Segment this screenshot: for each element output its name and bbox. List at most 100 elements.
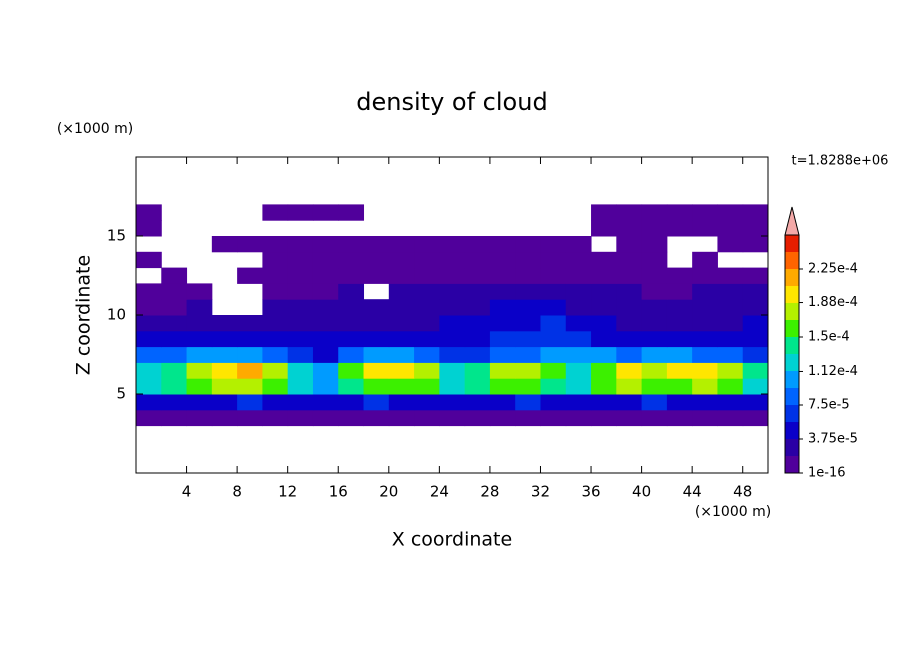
- colorbar-tick-label: 3.75e-5: [808, 432, 858, 447]
- colorbar-band: [785, 303, 799, 320]
- contour-cell: [186, 346, 213, 363]
- contour-cell: [363, 330, 390, 348]
- contour-cell: [388, 409, 415, 427]
- contour-cell: [414, 362, 440, 379]
- contour-cell: [464, 283, 491, 300]
- contour-cell: [338, 346, 365, 363]
- contour-cell: [717, 220, 744, 237]
- contour-cell: [666, 204, 693, 221]
- contour-cell: [186, 378, 213, 395]
- contour-cell: [641, 236, 668, 253]
- contour-cell: [237, 362, 263, 379]
- contour-cell: [287, 251, 314, 269]
- contour-cell: [211, 362, 238, 379]
- contour-cell: [161, 346, 188, 363]
- contour-cell: [136, 299, 162, 316]
- contour-cell: [287, 267, 314, 284]
- contour-cell: [616, 236, 643, 253]
- contour-cell: [414, 283, 440, 300]
- contour-cell: [666, 283, 693, 300]
- x-tick-label: 20: [379, 483, 398, 501]
- contour-cell: [338, 204, 365, 221]
- colorbar-band: [785, 337, 799, 354]
- contour-cell: [591, 346, 617, 363]
- contour-cell: [565, 236, 592, 253]
- contour-cell: [439, 362, 466, 379]
- contour-cell: [540, 330, 567, 348]
- colorbar-tick-label: 1.12e-4: [808, 364, 858, 379]
- contour-cell: [540, 315, 567, 332]
- contour-cell: [692, 362, 718, 379]
- contour-cell: [515, 299, 541, 316]
- contour-cell: [591, 299, 617, 316]
- contour-cell: [464, 362, 491, 379]
- contour-cell: [692, 330, 718, 348]
- contour-cell: [287, 236, 314, 253]
- contour-cell: [136, 330, 162, 348]
- contour-cell: [363, 346, 390, 363]
- contour-cell: [237, 267, 263, 284]
- contour-cell: [666, 346, 693, 363]
- colorbar-extend: [784, 206, 800, 236]
- contour-cell: [338, 409, 365, 427]
- x-axis-label: X coordinate: [392, 529, 512, 551]
- contour-cell: [262, 267, 289, 284]
- contour-cell: [211, 236, 238, 253]
- contour-cell: [666, 315, 693, 332]
- contour-cell: [211, 315, 238, 332]
- contour-cell: [186, 299, 213, 316]
- contour-cell: [616, 362, 643, 379]
- contour-cell: [717, 236, 744, 253]
- contour-cell: [363, 315, 390, 332]
- x-tick-label: 40: [632, 483, 651, 501]
- contour-cell: [312, 315, 339, 332]
- contour-cell: [262, 283, 289, 300]
- contour-cell: [287, 299, 314, 316]
- contour-cell: [742, 362, 769, 379]
- y-unit-label: (×1000 m): [57, 121, 133, 137]
- contour-cell: [742, 409, 769, 427]
- x-tick-label: 24: [430, 483, 449, 501]
- contour-cell: [565, 362, 592, 379]
- colorbar-tick-label: 7.5e-5: [808, 398, 850, 413]
- contour-cell: [666, 330, 693, 348]
- contour-cell: [616, 204, 643, 221]
- contour-cell: [439, 299, 466, 316]
- contour-cell: [641, 251, 668, 269]
- contour-cell: [540, 267, 567, 284]
- contour-cell: [515, 283, 541, 300]
- contour-cell: [161, 330, 188, 348]
- contour-cell: [641, 283, 668, 300]
- contour-cell: [439, 378, 466, 395]
- contour-cell: [641, 267, 668, 284]
- contour-cell: [591, 409, 617, 427]
- contour-cell: [464, 251, 491, 269]
- contour-cell: [439, 236, 466, 253]
- time-label: t=1.8288e+06: [792, 154, 889, 169]
- contour-cell: [565, 299, 592, 316]
- contour-cell: [312, 330, 339, 348]
- colorbar-band: [785, 388, 799, 405]
- contour-cell: [464, 394, 491, 411]
- contour-cell: [237, 409, 263, 427]
- contour-cell: [540, 251, 567, 269]
- contour-cell: [717, 378, 744, 395]
- contour-cell: [439, 315, 466, 332]
- colorbar-band: [785, 286, 799, 303]
- contour-cell: [136, 251, 162, 269]
- contour-cell: [262, 204, 289, 221]
- contour-cell: [439, 283, 466, 300]
- contour-cell: [439, 409, 466, 427]
- contour-cell: [742, 394, 769, 411]
- contour-cell: [161, 299, 188, 316]
- chart-title: density of cloud: [356, 88, 547, 116]
- contour-cell: [388, 236, 415, 253]
- contour-cell: [363, 378, 390, 395]
- contour-cell: [237, 236, 263, 253]
- contour-cell: [489, 409, 516, 427]
- contour-cell: [666, 409, 693, 427]
- contour-cell: [717, 346, 744, 363]
- contour-cell: [186, 330, 213, 348]
- contour-cell: [464, 346, 491, 363]
- contour-cell: [717, 362, 744, 379]
